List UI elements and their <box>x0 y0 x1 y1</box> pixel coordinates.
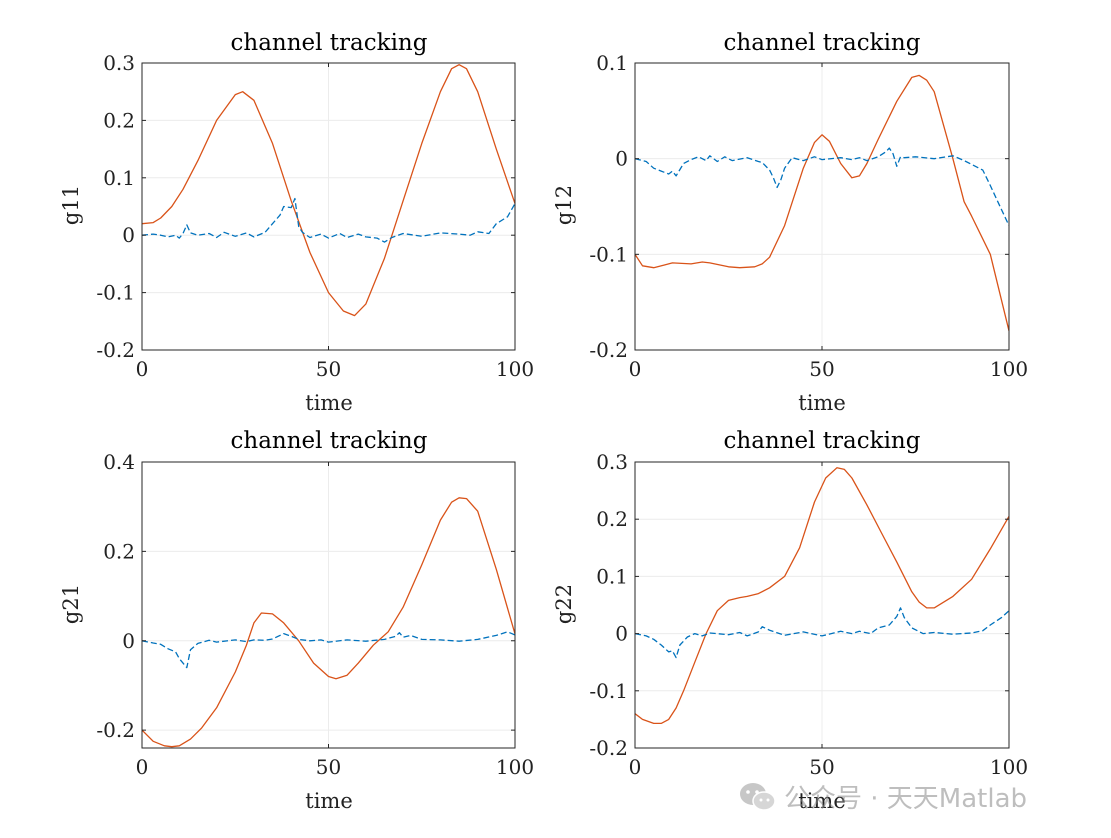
x-tick-label: 50 <box>809 357 834 381</box>
x-axis-label: time <box>798 789 846 813</box>
watermark-text: 公众号 · 天天Matlab <box>784 784 1028 814</box>
y-tick-label: -0.2 <box>589 736 628 760</box>
subplot-g21: 0 50 100-0.200.20.4 channel tracking time … <box>59 428 534 813</box>
x-axis-label: time <box>305 789 353 813</box>
y-tick-label: 0 <box>615 147 628 171</box>
plot-area: 0 50 100 -0.2 -0.1 0 0.1 <box>589 51 1028 381</box>
series-line-dashed <box>142 197 515 243</box>
plot-area: 0 50 100-0.200.20.4 <box>96 450 534 779</box>
x-tick-label: 100 <box>496 755 534 779</box>
series-line-dashed <box>142 631 515 669</box>
subplot-g22: 0 50 100 -0.2 -0.1 0 0.1 0.2 0.3 channel trackin… <box>552 428 1028 813</box>
y-tick-label: 0.3 <box>596 450 628 474</box>
chart-title: channel tracking <box>724 428 921 454</box>
plot-area: 0 50 100 -0.2 -0.1 0 0.1 0.2 0.3 <box>589 450 1028 779</box>
x-tick-label: 0 <box>629 755 642 779</box>
y-tick-label: -0.1 <box>589 242 628 266</box>
y-tick-label: -0.2 <box>589 338 628 362</box>
y-tick-label: 0.2 <box>596 507 628 531</box>
y-tick-label: -0.2 <box>96 338 135 362</box>
x-tick-label: 100 <box>496 357 534 381</box>
series-line-dashed <box>635 147 1009 226</box>
wechat-icon <box>740 782 776 811</box>
chart-title: channel tracking <box>231 428 428 454</box>
y-tick-label: 0.3 <box>103 51 135 75</box>
x-tick-label: 0 <box>136 357 149 381</box>
y-tick-label: 0 <box>122 629 135 653</box>
plot-area: 0 50 100 -0.2 -0.1 0 0.1 0.2 0.3 <box>96 51 534 381</box>
x-tick-label: 50 <box>316 755 341 779</box>
subplot-g11: 0 50 100 -0.2 -0.1 0 0.1 0.2 0.3 channel trackin… <box>59 30 534 415</box>
y-tick-label: 0.2 <box>103 108 135 132</box>
series-line-solid <box>142 497 515 748</box>
x-tick-label: 50 <box>316 357 341 381</box>
y-tick-label: 0.1 <box>596 564 628 588</box>
y-tick-label: 0.1 <box>596 51 628 75</box>
series-line-solid <box>635 74 1009 332</box>
y-axis-label: g22 <box>552 584 576 624</box>
x-tick-label: 100 <box>990 755 1028 779</box>
y-tick-label: 0 <box>122 223 135 247</box>
x-tick-label: 0 <box>136 755 149 779</box>
subplot-g12: 0 50 100 -0.2 -0.1 0 0.1 channel tracking time… <box>552 30 1028 415</box>
y-axis-label: g12 <box>552 185 576 225</box>
x-axis-label: time <box>305 391 353 415</box>
y-tick-label: -0.2 <box>96 718 135 742</box>
series-line-dashed <box>635 607 1009 659</box>
x-tick-label: 100 <box>990 357 1028 381</box>
series-line-solid <box>635 467 1009 725</box>
y-tick-label: 0 <box>615 622 628 646</box>
y-axis-label: g21 <box>59 584 83 624</box>
y-tick-label: 0.2 <box>103 539 135 563</box>
y-tick-label: 0.4 <box>103 450 135 474</box>
chart-title: channel tracking <box>724 30 921 56</box>
y-axis-label: g11 <box>59 185 83 225</box>
x-tick-label: 0 <box>629 357 642 381</box>
x-axis-label: time <box>798 391 846 415</box>
y-tick-label: -0.1 <box>96 281 135 305</box>
watermark: 公众号 · 天天Matlab <box>738 778 1027 815</box>
chart-title: channel tracking <box>231 30 428 56</box>
series-line-solid <box>142 64 515 317</box>
y-tick-label: 0.1 <box>103 166 135 190</box>
x-tick-label: 50 <box>809 755 834 779</box>
y-tick-label: -0.1 <box>589 679 628 703</box>
